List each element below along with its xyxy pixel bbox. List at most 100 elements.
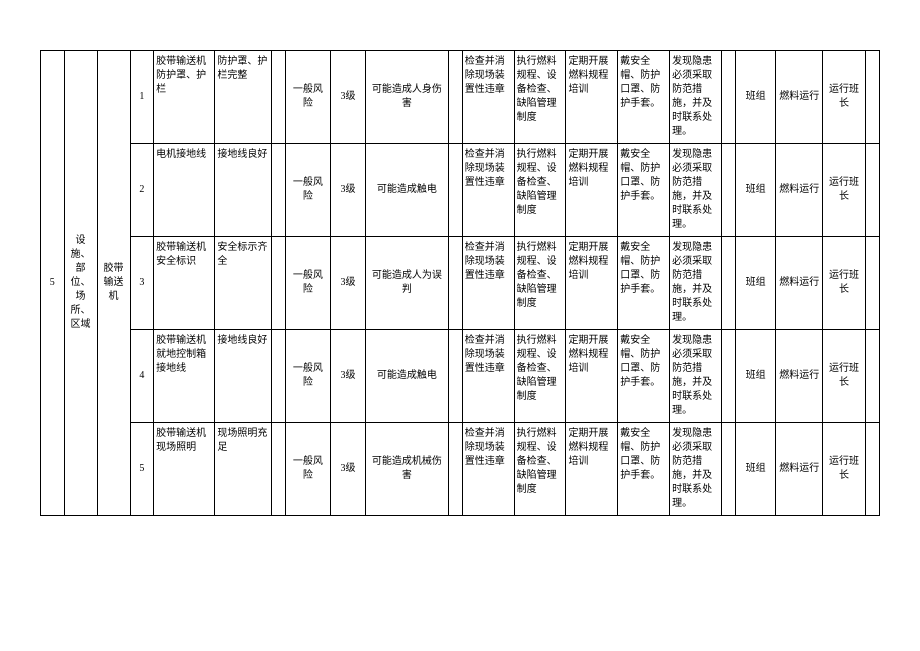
- hazard: 胶带输送机防护罩、护栏: [154, 51, 215, 144]
- mgmt: 执行燃料规程、设备检查、缺陷管理制度: [514, 237, 566, 330]
- dept: 燃料运行: [776, 237, 823, 330]
- std: 接地线良好: [215, 330, 272, 423]
- harm: 可能造成机械伤害: [366, 423, 448, 516]
- risk: 一般风险: [286, 237, 331, 330]
- outer-label: 设施、部位、场所、区域: [64, 51, 97, 516]
- lvl: 3级: [330, 330, 365, 423]
- lvl: 3级: [330, 144, 365, 237]
- blank: [271, 330, 285, 423]
- team: 班组: [736, 144, 776, 237]
- blank: [721, 330, 735, 423]
- hazard: 胶带输送机就地控制箱接地线: [154, 330, 215, 423]
- train: 定期开展燃料规程培训: [566, 51, 618, 144]
- harm: 可能造成触电: [366, 144, 448, 237]
- risk: 一般风险: [286, 330, 331, 423]
- blank: [865, 51, 879, 144]
- train: 定期开展燃料规程培训: [566, 423, 618, 516]
- team: 班组: [736, 330, 776, 423]
- hazard: 胶带输送机安全标识: [154, 237, 215, 330]
- check: 检查并消除现场装置性违章: [462, 144, 514, 237]
- blank: [865, 330, 879, 423]
- emg: 发现隐患必须采取防范措施，并及时联系处理。: [670, 144, 722, 237]
- check: 检查并消除现场装置性违章: [462, 423, 514, 516]
- blank: [721, 51, 735, 144]
- risk: 一般风险: [286, 51, 331, 144]
- std: 防护罩、护栏完整: [215, 51, 272, 144]
- ppe: 戴安全帽、防护口罩、防护手套。: [618, 51, 670, 144]
- train: 定期开展燃料规程培训: [566, 330, 618, 423]
- mgmt: 执行燃料规程、设备检查、缺陷管理制度: [514, 51, 566, 144]
- ppe: 戴安全帽、防护口罩、防护手套。: [618, 423, 670, 516]
- harm: 可能造成触电: [366, 330, 448, 423]
- resp: 运行班长: [823, 330, 865, 423]
- blank: [865, 144, 879, 237]
- row-idx: 2: [130, 144, 154, 237]
- blank: [271, 423, 285, 516]
- blank: [448, 144, 462, 237]
- hazard: 电机接地线: [154, 144, 215, 237]
- team: 班组: [736, 423, 776, 516]
- emg: 发现隐患必须采取防范措施，并及时联系处理。: [670, 330, 722, 423]
- table-row: 5 设施、部位、场所、区域 胶带输送机 1 胶带输送机防护罩、护栏 防护罩、护栏…: [41, 51, 880, 144]
- table-row: 5 胶带输送机现场照明 现场照明充足 一般风险 3级 可能造成机械伤害 检查并消…: [41, 423, 880, 516]
- blank: [271, 51, 285, 144]
- blank: [721, 144, 735, 237]
- emg: 发现隐患必须采取防范措施，并及时联系处理。: [670, 237, 722, 330]
- table-row: 2 电机接地线 接地线良好 一般风险 3级 可能造成触电 检查并消除现场装置性违…: [41, 144, 880, 237]
- resp: 运行班长: [823, 51, 865, 144]
- risk: 一般风险: [286, 144, 331, 237]
- blank: [448, 330, 462, 423]
- blank: [271, 237, 285, 330]
- ppe: 戴安全帽、防护口罩、防护手套。: [618, 330, 670, 423]
- blank: [448, 237, 462, 330]
- dept: 燃料运行: [776, 423, 823, 516]
- table-row: 3 胶带输送机安全标识 安全标示齐全 一般风险 3级 可能造成人为误判 检查并消…: [41, 237, 880, 330]
- resp: 运行班长: [823, 237, 865, 330]
- row-idx: 5: [130, 423, 154, 516]
- std: 现场照明充足: [215, 423, 272, 516]
- row-idx: 1: [130, 51, 154, 144]
- dept: 燃料运行: [776, 51, 823, 144]
- row-idx: 4: [130, 330, 154, 423]
- dept: 燃料运行: [776, 144, 823, 237]
- risk-table: 5 设施、部位、场所、区域 胶带输送机 1 胶带输送机防护罩、护栏 防护罩、护栏…: [40, 50, 880, 516]
- check: 检查并消除现场装置性违章: [462, 330, 514, 423]
- team: 班组: [736, 237, 776, 330]
- outer-num: 5: [41, 51, 65, 516]
- blank: [271, 144, 285, 237]
- blank: [721, 423, 735, 516]
- std: 接地线良好: [215, 144, 272, 237]
- blank: [721, 237, 735, 330]
- blank: [865, 423, 879, 516]
- std: 安全标示齐全: [215, 237, 272, 330]
- mgmt: 执行燃料规程、设备检查、缺陷管理制度: [514, 423, 566, 516]
- row-idx: 3: [130, 237, 154, 330]
- hazard: 胶带输送机现场照明: [154, 423, 215, 516]
- emg: 发现隐患必须采取防范措施，并及时联系处理。: [670, 51, 722, 144]
- emg: 发现隐患必须采取防范措施，并及时联系处理。: [670, 423, 722, 516]
- harm: 可能造成人身伤害: [366, 51, 448, 144]
- table-body: 5 设施、部位、场所、区域 胶带输送机 1 胶带输送机防护罩、护栏 防护罩、护栏…: [41, 51, 880, 516]
- page: 5 设施、部位、场所、区域 胶带输送机 1 胶带输送机防护罩、护栏 防护罩、护栏…: [0, 0, 920, 546]
- harm: 可能造成人为误判: [366, 237, 448, 330]
- mgmt: 执行燃料规程、设备检查、缺陷管理制度: [514, 330, 566, 423]
- check: 检查并消除现场装置性违章: [462, 237, 514, 330]
- resp: 运行班长: [823, 144, 865, 237]
- mgmt: 执行燃料规程、设备检查、缺陷管理制度: [514, 144, 566, 237]
- team: 班组: [736, 51, 776, 144]
- train: 定期开展燃料规程培训: [566, 237, 618, 330]
- lvl: 3级: [330, 237, 365, 330]
- ppe: 戴安全帽、防护口罩、防护手套。: [618, 144, 670, 237]
- lvl: 3级: [330, 51, 365, 144]
- blank: [448, 423, 462, 516]
- blank: [448, 51, 462, 144]
- train: 定期开展燃料规程培训: [566, 144, 618, 237]
- resp: 运行班长: [823, 423, 865, 516]
- blank: [865, 237, 879, 330]
- table-row: 4 胶带输送机就地控制箱接地线 接地线良好 一般风险 3级 可能造成触电 检查并…: [41, 330, 880, 423]
- lvl: 3级: [330, 423, 365, 516]
- ppe: 戴安全帽、防护口罩、防护手套。: [618, 237, 670, 330]
- risk: 一般风险: [286, 423, 331, 516]
- device-name: 胶带输送机: [97, 51, 130, 516]
- dept: 燃料运行: [776, 330, 823, 423]
